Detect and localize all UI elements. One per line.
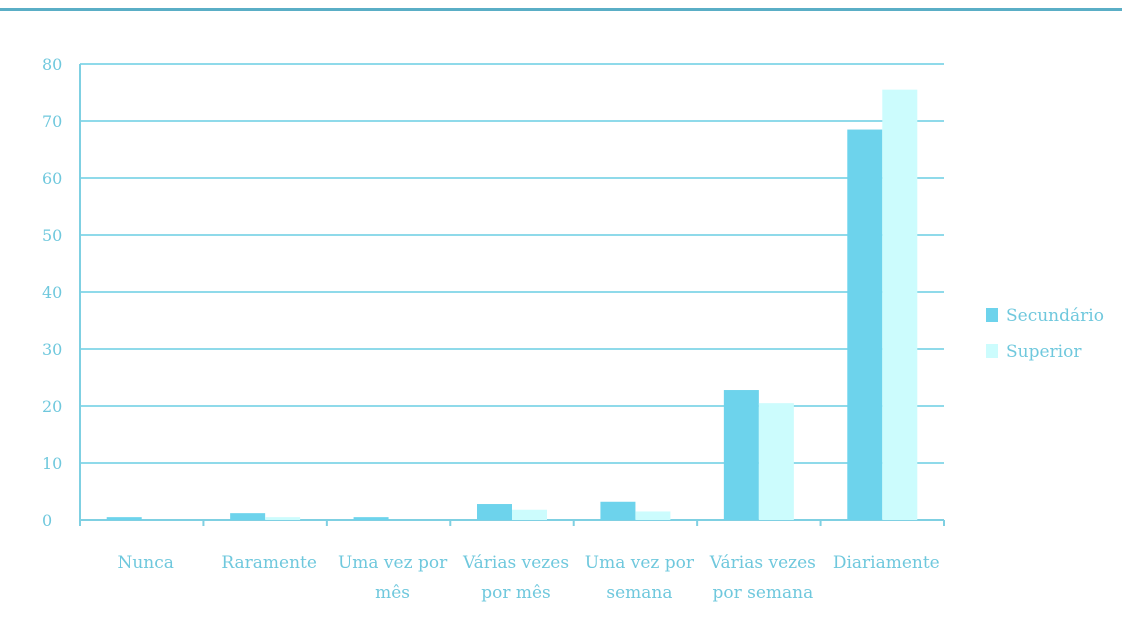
y-tick-label: 60 <box>42 169 62 188</box>
y-tick-label: 70 <box>42 112 62 131</box>
bar-superior-3 <box>512 509 547 520</box>
legend-label: Secundário <box>1006 306 1104 326</box>
bar-secundário-3 <box>477 504 512 520</box>
y-tick-label: 20 <box>42 397 62 416</box>
x-category-label: Raramente <box>221 553 317 573</box>
bar-secundário-1 <box>230 513 266 520</box>
y-tick-label: 30 <box>42 340 62 359</box>
x-category-label: Várias vezes por semana <box>709 553 816 603</box>
y-tick-label: 50 <box>42 226 62 245</box>
x-category-label: Uma vez por mês <box>338 553 448 603</box>
bar-secundário-2 <box>353 517 389 520</box>
x-category-label: Nunca <box>117 553 173 573</box>
bar-superior-5 <box>758 403 794 520</box>
x-category-label: Diariamente <box>833 553 940 573</box>
legend-label: Superior <box>1006 342 1082 362</box>
x-axis-category-labels: Nunca Raramente Uma vez por mês Várias vezes… <box>117 553 939 603</box>
legend-swatch <box>986 344 998 358</box>
y-tick-label: 80 <box>42 55 62 74</box>
x-category-label: Uma vez por semana <box>585 553 695 603</box>
bars <box>106 89 918 521</box>
legend-swatch <box>986 308 998 322</box>
gridlines <box>80 63 944 464</box>
top-divider <box>0 8 1122 11</box>
bar-superior-6 <box>882 89 918 521</box>
bar-superior-4 <box>635 511 671 520</box>
bar-secundário-4 <box>600 501 636 520</box>
bar-superior-1 <box>265 517 301 520</box>
x-category-label: Várias vezes por mês <box>462 553 569 603</box>
axes <box>79 64 945 526</box>
bar-secundário-0 <box>106 517 142 520</box>
y-tick-label: 40 <box>42 283 62 302</box>
bar-secundário-6 <box>847 129 883 521</box>
y-tick-label: 10 <box>42 454 62 473</box>
legend: Secundário Superior <box>986 306 1104 362</box>
y-tick-label: 0 <box>42 511 52 530</box>
bar-secundário-5 <box>723 390 759 520</box>
y-axis-tick-labels: 0 10 20 30 40 50 60 70 80 <box>42 55 62 530</box>
